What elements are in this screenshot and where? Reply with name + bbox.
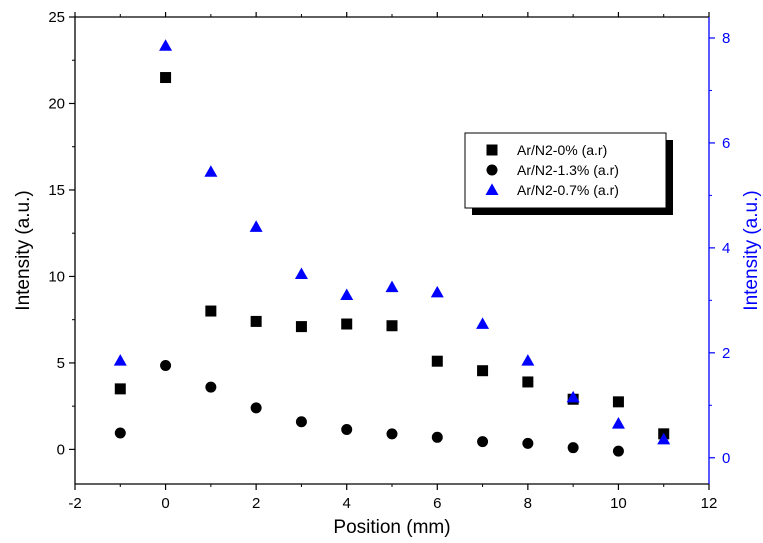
data-point-square xyxy=(341,318,353,330)
data-point-triangle xyxy=(566,390,580,403)
data-point-circle xyxy=(341,424,353,436)
x-axis-title: Position (mm) xyxy=(333,517,450,538)
legend-marker-triangle xyxy=(485,183,499,195)
legend-marker-square xyxy=(486,144,498,156)
legend xyxy=(464,132,667,209)
x-tick-label: 12 xyxy=(701,495,718,512)
data-point-triangle xyxy=(294,267,308,280)
data-point-circle xyxy=(431,431,443,443)
data-point-triangle xyxy=(249,220,263,232)
x-tick-label: 0 xyxy=(161,495,169,512)
x-tick-label: 4 xyxy=(343,495,351,512)
data-point-triangle xyxy=(657,432,671,445)
y-tick-label: 5 xyxy=(57,355,65,372)
legend-marker-circle xyxy=(486,164,498,176)
right-y-tick-label: 2 xyxy=(722,345,730,362)
data-point-circle xyxy=(114,427,126,439)
y-tick-label: 10 xyxy=(48,268,65,285)
data-point-triangle xyxy=(113,354,127,366)
y-axis-title: Intensity (a.u.) xyxy=(13,190,34,310)
right-y-tick-label: 4 xyxy=(722,240,730,257)
legend-label: Ar/N2-0.7% (a.r) xyxy=(517,182,619,198)
data-point-square xyxy=(386,320,398,332)
data-point-triangle xyxy=(385,280,399,293)
data-point-circle xyxy=(160,360,172,372)
data-point-circle xyxy=(522,437,534,449)
right-y-tick-label: 6 xyxy=(722,135,730,152)
data-point-triangle xyxy=(340,288,354,301)
y-tick-label: 0 xyxy=(57,441,65,458)
x-tick-label: 2 xyxy=(252,495,260,512)
data-point-square xyxy=(295,321,307,333)
right-y-tick-label: 0 xyxy=(722,450,730,467)
data-point-triangle xyxy=(611,417,625,429)
x-tick-label: 6 xyxy=(433,495,441,512)
x-tick-label: 10 xyxy=(610,495,627,512)
data-point-square xyxy=(114,383,126,395)
legend-label: Ar/N2-0% (a.r) xyxy=(517,142,607,158)
right-y-axis-title: Intensity (a.u.) xyxy=(741,190,762,310)
legend-label: Ar/N2-1.3% (a.r) xyxy=(517,162,619,178)
data-point-circle xyxy=(386,428,398,440)
y-tick-label: 25 xyxy=(48,9,65,26)
data-point-square xyxy=(612,396,624,408)
data-point-circle xyxy=(477,436,489,448)
x-tick-label: 8 xyxy=(524,495,532,512)
y-tick-label: 15 xyxy=(48,182,65,199)
data-point-square xyxy=(522,376,534,388)
data-point-triangle xyxy=(430,285,444,298)
data-point-circle xyxy=(205,381,217,393)
data-point-circle xyxy=(567,442,579,454)
data-point-circle xyxy=(250,402,262,414)
data-point-square xyxy=(477,365,489,377)
data-point-triangle xyxy=(204,165,218,177)
right-y-tick-label: 8 xyxy=(722,30,730,47)
y-tick-label: 20 xyxy=(48,95,65,112)
data-point-square xyxy=(205,305,217,317)
x-tick-label: -2 xyxy=(68,495,81,512)
data-point-triangle xyxy=(159,39,173,51)
data-point-circle xyxy=(612,445,624,457)
data-point-triangle xyxy=(521,354,535,366)
data-point-square xyxy=(250,315,262,327)
data-point-square xyxy=(160,72,172,84)
data-point-circle xyxy=(295,416,307,428)
data-point-square xyxy=(431,355,443,367)
data-point-triangle xyxy=(476,317,490,329)
